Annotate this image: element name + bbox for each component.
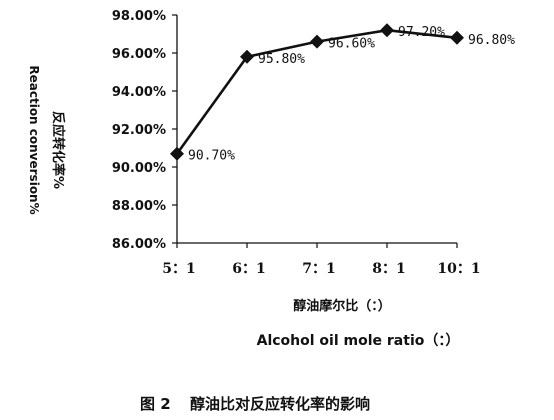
y-tick-label: 92.00% xyxy=(112,123,166,138)
y-axis-ticks: 86.00% 88.00% 90.00% 92.00% 94.00% 96.00% 98.0… xyxy=(112,9,177,252)
data-point-marker xyxy=(380,23,394,38)
data-label: 95.80% xyxy=(258,52,305,67)
x-tick-label: 6：1 xyxy=(232,261,265,277)
axes xyxy=(176,15,457,244)
y-tick-label: 86.00% xyxy=(112,237,166,252)
data-point-marker xyxy=(170,146,184,161)
data-point-marker xyxy=(240,49,254,64)
data-label: 96.60% xyxy=(328,37,375,52)
data-point-marker xyxy=(450,30,464,45)
figure-number: 图 2 xyxy=(140,395,171,413)
data-labels-group: 90.70% 95.80% 96.60% 97.20% 96.80% xyxy=(188,25,515,164)
y-axis-title-en: Reaction conversion% xyxy=(27,65,41,214)
y-axis-title-cn: 反应转化率% xyxy=(50,111,66,189)
series-line xyxy=(175,28,458,155)
y-tick-label: 98.00% xyxy=(112,9,166,24)
y-tick-label: 88.00% xyxy=(112,199,166,214)
x-axis-ticks: 5：1 6：1 7：1 8：1 10：1 xyxy=(162,243,481,277)
data-label: 97.20% xyxy=(398,25,445,40)
x-tick-label: 5：1 xyxy=(162,261,195,277)
data-label: 96.80% xyxy=(468,33,515,48)
y-tick-label: 94.00% xyxy=(112,85,166,100)
y-tick-label: 90.00% xyxy=(112,161,166,176)
x-tick-label: 10：1 xyxy=(437,261,480,277)
x-axis-title-cn: 醇油摩尔比（：） xyxy=(293,298,391,314)
data-label: 90.70% xyxy=(188,149,235,164)
y-tick-label: 96.00% xyxy=(112,47,166,62)
x-tick-label: 8：1 xyxy=(372,261,405,277)
figure-caption: 醇油比对反应转化率的影响 xyxy=(190,395,370,413)
x-tick-label: 7：1 xyxy=(302,261,335,277)
data-point-marker xyxy=(310,34,324,49)
x-axis-title-en: Alcohol oil mole ratio（：） xyxy=(257,333,460,349)
series-group xyxy=(170,23,464,161)
